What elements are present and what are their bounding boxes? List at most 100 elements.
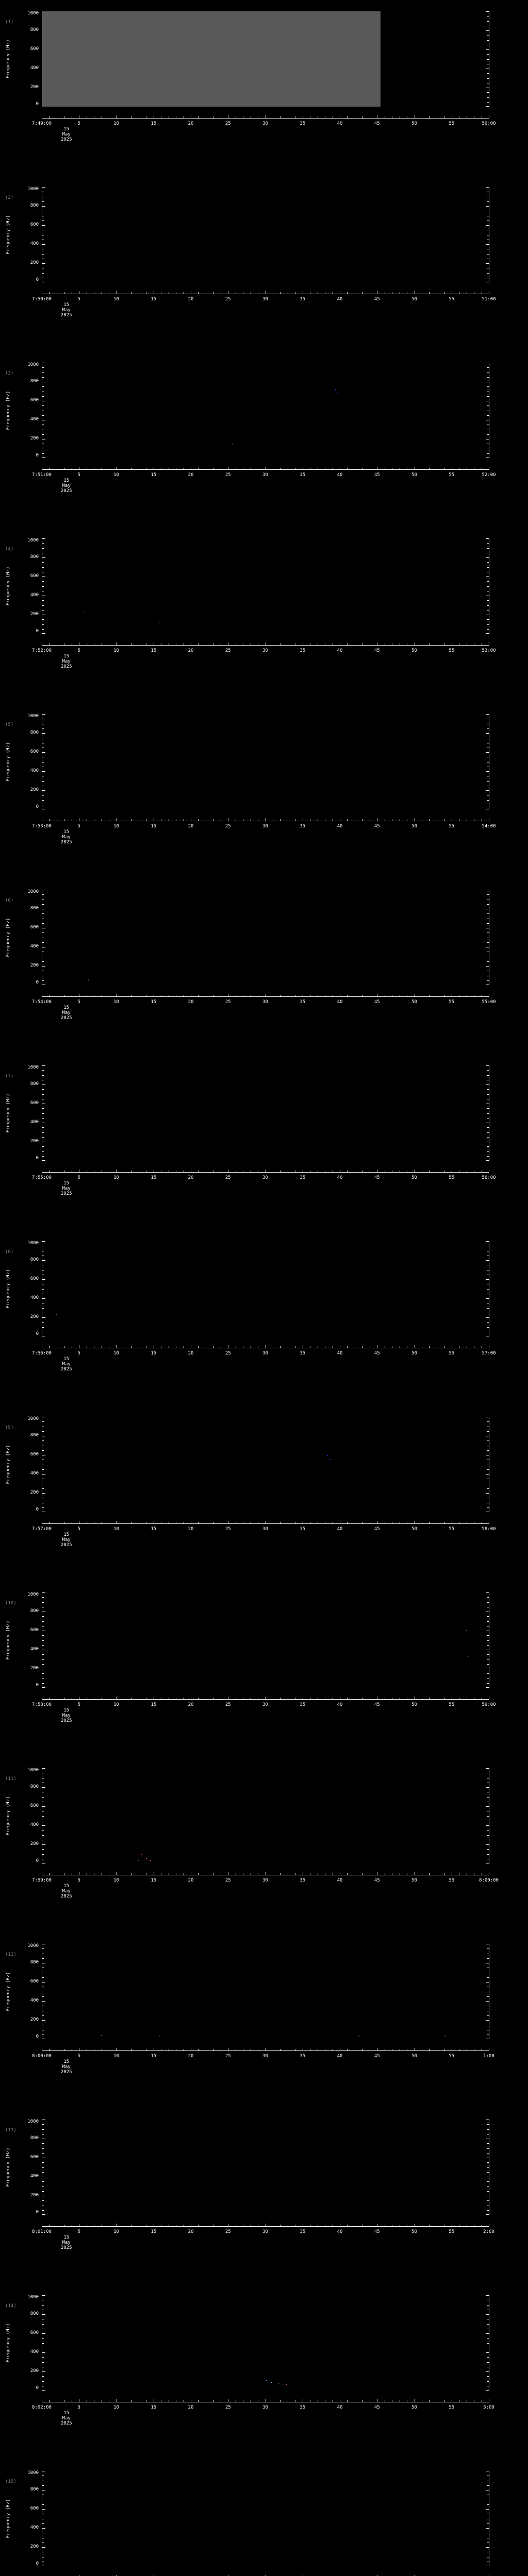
y-tick-minor	[487, 562, 489, 563]
time-tick-minor	[429, 116, 430, 118]
time-tick-minor	[49, 1873, 50, 1875]
y-tick-major	[42, 1084, 45, 1085]
y-tick-minor	[487, 1664, 489, 1665]
axis-date-label: 15	[63, 1005, 70, 1010]
plot-area	[42, 2471, 489, 2566]
y-axis-tick-label: 800	[30, 203, 39, 208]
y-tick-minor	[487, 2200, 489, 2201]
y-tick-minor	[42, 405, 44, 406]
time-tick-label: 45	[374, 472, 380, 478]
time-tick-label: 55	[449, 824, 455, 829]
time-tick-minor	[347, 468, 348, 469]
time-tick-label: 40	[337, 648, 343, 653]
axis-date-month: May	[62, 1713, 71, 1718]
y-tick-minor	[42, 1654, 44, 1655]
y-tick-minor	[487, 2191, 489, 2192]
y-tick-minor	[487, 2153, 489, 2154]
spectral-speck	[88, 979, 90, 980]
y-axis-title: Frequency (Hz)	[6, 39, 11, 79]
y-tick-major	[486, 1825, 489, 1826]
plot-area	[42, 1065, 489, 1161]
axis-date-label: 15	[63, 478, 70, 483]
y-tick-minor	[42, 913, 44, 914]
time-tick-label: 40	[337, 2405, 343, 2410]
time-tick-label: 40	[337, 1351, 343, 1356]
y-tick-minor	[487, 1089, 489, 1090]
y-tick-major	[486, 2214, 489, 2215]
time-tick-label: 5	[77, 648, 80, 653]
time-tick-label: 7:50:00	[32, 297, 52, 302]
time-tick-label: 50	[411, 2054, 417, 2059]
y-tick-major	[486, 1768, 489, 1769]
y-tick-major	[486, 2020, 489, 2021]
y-tick-major	[486, 2333, 489, 2334]
panel-2: 1000 800 600 400 200 0 Frequency (Hz) (2) 7:50:0…	[0, 187, 528, 363]
time-tick-label: 45	[374, 1527, 380, 1532]
y-axis-tick-label: 400	[30, 241, 39, 246]
time-tick-minor	[198, 643, 199, 645]
y-axis-tick-label: 800	[30, 1608, 39, 1614]
y-tick-minor	[42, 1327, 44, 1328]
y-tick-minor	[487, 1640, 489, 1641]
y-tick-major	[42, 244, 45, 245]
spectral-speck	[150, 1859, 151, 1861]
axis-date-year: 2025	[60, 1718, 72, 1723]
y-tick-minor	[42, 1621, 44, 1622]
time-tick-label: 50	[411, 121, 417, 126]
y-tick-minor	[487, 73, 489, 74]
y-tick-major	[486, 2390, 489, 2391]
y-tick-minor	[487, 2343, 489, 2344]
y-tick-minor	[42, 2504, 44, 2505]
time-tick-label: 30	[262, 2229, 268, 2234]
spectral-speck	[271, 2382, 272, 2383]
time-tick-minor	[347, 1873, 348, 1875]
time-tick-minor	[198, 1522, 199, 1523]
y-tick-minor	[487, 923, 489, 924]
time-tick-minor	[347, 995, 348, 996]
time-tick-label: 10	[113, 297, 119, 302]
time-tick-label: 35	[300, 999, 306, 1005]
y-axis-tick-label: 400	[30, 2349, 39, 2354]
spectral-speck	[146, 1857, 147, 1859]
y-axis-tick-label: 800	[30, 1081, 39, 1087]
y-tick-major	[42, 1687, 45, 1688]
y-tick-minor	[487, 54, 489, 55]
y-tick-minor	[487, 405, 489, 406]
spectral-speck	[277, 2383, 279, 2385]
y-tick-major	[486, 2509, 489, 2510]
y-axis-tick-label: 600	[30, 1803, 39, 1808]
y-tick-minor	[487, 1597, 489, 1598]
y-axis-tick-label: 200	[30, 260, 39, 265]
time-tick-label: 7:57:00	[32, 1527, 52, 1532]
spectral-speck	[266, 2379, 267, 2381]
y-tick-minor	[42, 2343, 44, 2344]
y-tick-minor	[42, 2015, 44, 2016]
y-tick-minor	[42, 1146, 44, 1147]
time-tick-label: 50	[411, 1351, 417, 1356]
y-tick-major	[42, 263, 45, 264]
y-tick-minor	[487, 1948, 489, 1949]
time-tick-label: 7:49:00	[32, 121, 52, 126]
y-tick-minor	[487, 1113, 489, 1114]
time-axis-line	[42, 2226, 489, 2227]
y-axis-tick-label: 200	[30, 84, 39, 90]
y-tick-minor	[487, 40, 489, 41]
y-tick-minor	[487, 2015, 489, 2016]
y-tick-major	[42, 538, 45, 539]
y-axis-tick-label: 200	[30, 2017, 39, 2022]
y-tick-minor	[42, 1597, 44, 1598]
y-tick-minor	[42, 2485, 44, 2486]
y-axis-tick-label: 600	[30, 1628, 39, 1633]
y-tick-minor	[42, 1664, 44, 1665]
y-tick-major	[486, 1160, 489, 1161]
time-tick-minor	[198, 1346, 199, 1348]
y-tick-major	[42, 2528, 45, 2529]
y-tick-major	[42, 2371, 45, 2372]
y-axis-title-wrap: Frequency (Hz)	[6, 2295, 13, 2391]
time-tick-label: 59:00	[482, 1702, 496, 1707]
time-tick-label: 35	[300, 1175, 306, 1180]
time-tick-label: 2:00	[483, 2229, 494, 2234]
y-tick-minor	[487, 2381, 489, 2382]
y-tick-minor	[487, 567, 489, 568]
y-tick-minor	[42, 2153, 44, 2154]
